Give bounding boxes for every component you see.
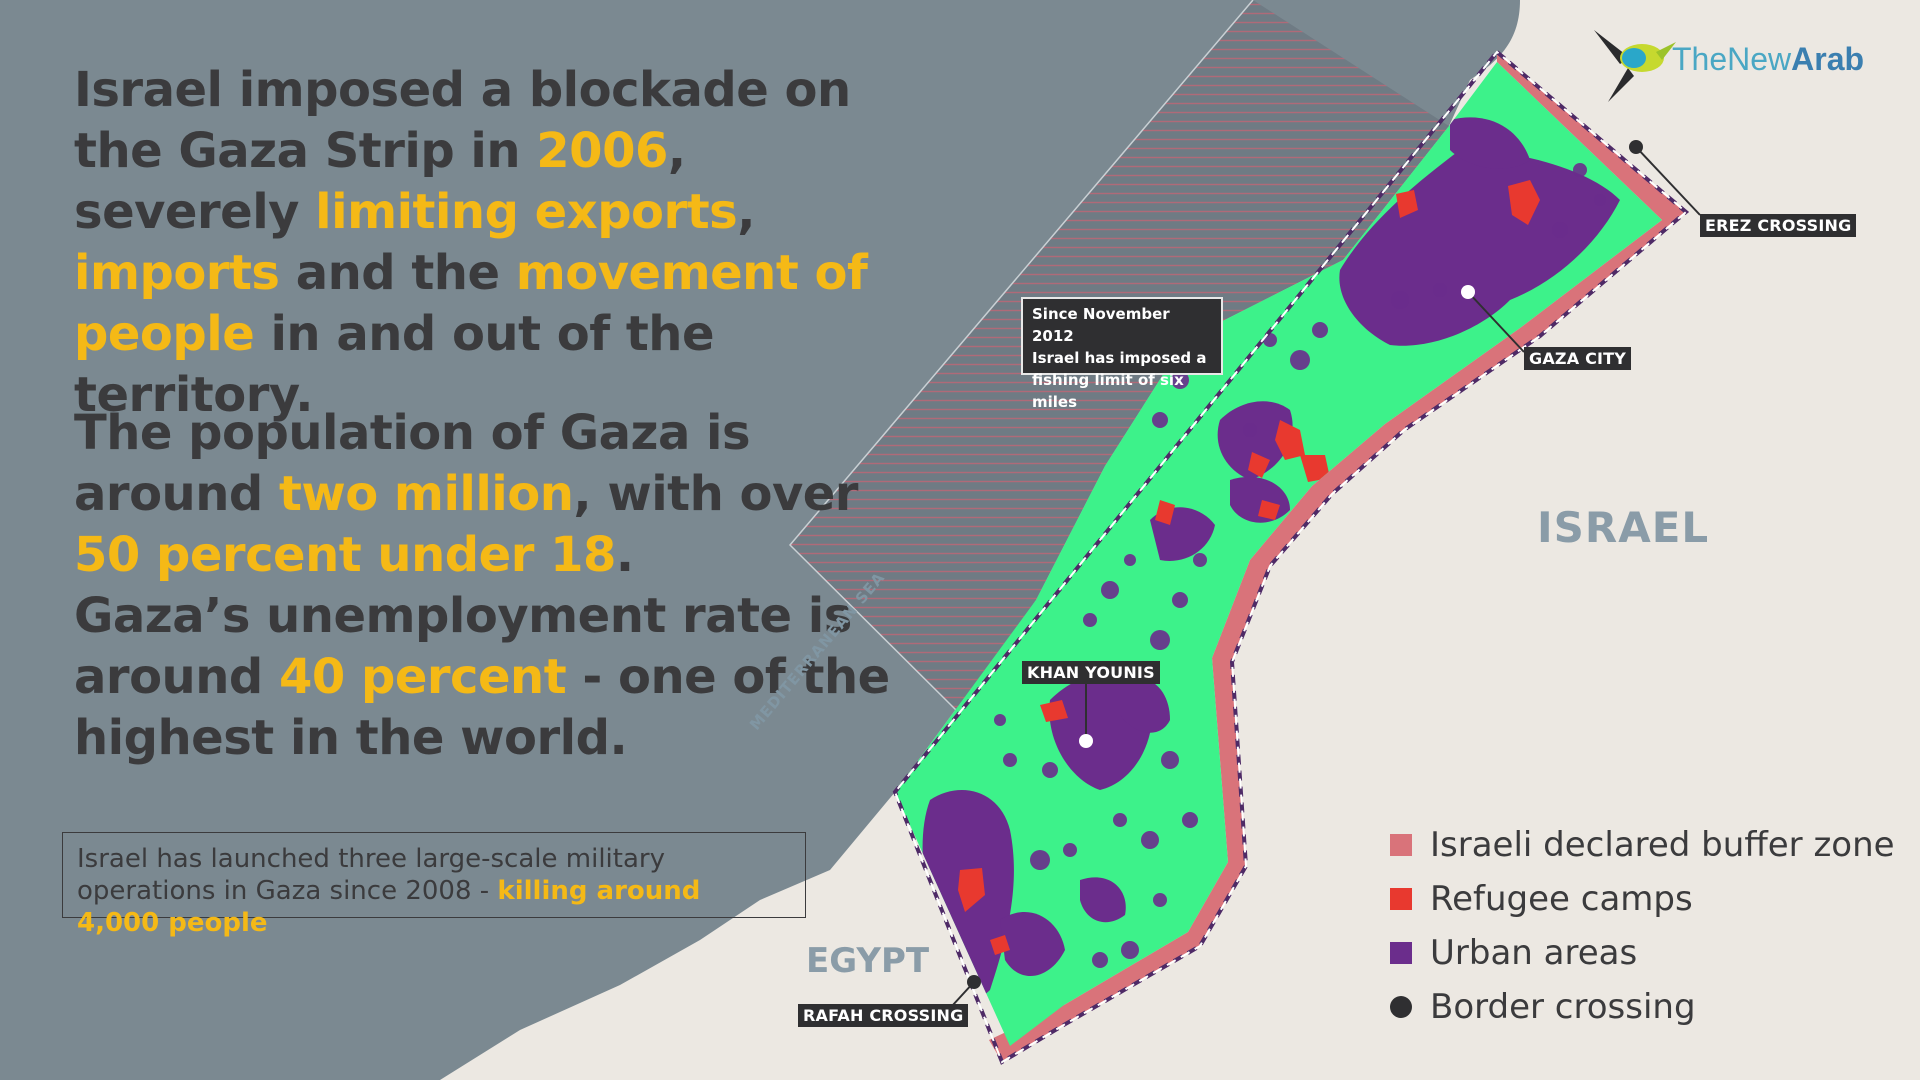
blockade-text-2: , severely <box>74 123 686 240</box>
egypt-label: EGYPT <box>806 941 930 981</box>
legend-label: Border crossing <box>1430 987 1696 1027</box>
blockade-year: 2006 <box>536 123 668 179</box>
legend-label: Urban areas <box>1430 933 1638 973</box>
map-legend: Israeli declared buffer zone Refugee cam… <box>1390 818 1895 1034</box>
legend-urban-areas: Urban areas <box>1390 926 1895 980</box>
fishing-limit-note: Since November 2012 Israel has imposed a… <box>1021 297 1223 411</box>
gaza-city-label: GAZA CITY <box>1524 347 1632 370</box>
the-new-arab-logo: TheNewArab <box>1590 24 1864 104</box>
fishing-note-line-2: Israel has imposed a <box>1032 349 1207 367</box>
legend-label: Refugee camps <box>1430 879 1693 919</box>
movement-highlight: movement of people <box>74 245 868 362</box>
blockade-paragraph: Israel imposed a blockade on the Gaza St… <box>74 60 904 426</box>
khan-younis-dot <box>1079 734 1093 748</box>
blockade-text-5: in and out of the territory. <box>74 306 715 423</box>
legend-refugee-camps: Refugee camps <box>1390 872 1895 926</box>
limiting-exports: limiting exports <box>315 184 738 240</box>
military-operations-box: Israel has launched three large-scale mi… <box>62 832 806 938</box>
blockade-text-1: Israel imposed a blockade on the Gaza St… <box>74 62 851 179</box>
refugee-camps-swatch <box>1390 888 1412 910</box>
blockade-text-4: and the <box>279 245 516 301</box>
under-18-highlight: 50 percent under 18 <box>74 527 616 583</box>
operations-highlight: killing around 4,000 people <box>77 876 701 938</box>
border-crossing-swatch <box>1390 996 1412 1018</box>
legend-label: Israeli declared buffer zone <box>1430 825 1895 865</box>
urban-areas-swatch <box>1390 942 1412 964</box>
population-text-2: , with over <box>573 466 858 522</box>
unemployment-highlight: 40 percent <box>278 649 567 705</box>
imports-highlight: imports <box>74 245 280 301</box>
unemployment-text-1: Gaza’s unemployment rate is around <box>74 588 852 705</box>
fishing-note-line-1: Since November 2012 <box>1032 305 1170 345</box>
unemployment-text-2: - one of the highest in the world. <box>74 649 890 766</box>
erez-crossing-dot <box>1629 140 1643 154</box>
population-paragraph: The population of Gaza is around two mil… <box>74 403 904 769</box>
buffer-zone-swatch <box>1390 834 1412 856</box>
population-highlight: two million <box>278 466 574 522</box>
fishing-note-line-3: fishing limit of six miles <box>1032 371 1184 411</box>
population-text-1: The population of Gaza is around <box>74 405 751 522</box>
khan-younis-label: KHAN YOUNIS <box>1022 661 1160 684</box>
rafah-crossing-label: RAFAH CROSSING <box>798 1004 969 1027</box>
legend-border-crossing: Border crossing <box>1390 980 1895 1034</box>
blockade-text-3: , <box>737 184 755 240</box>
bird-icon <box>1594 30 1676 102</box>
erez-crossing-label: EREZ CROSSING <box>1700 214 1857 237</box>
gaza-city-dot <box>1461 285 1475 299</box>
logo-text-arab: Arab <box>1791 41 1865 77</box>
population-text-3: . <box>615 527 634 583</box>
logo-text-the: The <box>1672 41 1728 77</box>
rafah-crossing-dot <box>967 975 981 989</box>
legend-buffer-zone: Israeli declared buffer zone <box>1390 818 1895 872</box>
logo-text-new: New <box>1727 41 1792 77</box>
refugee-camps <box>958 180 1540 955</box>
israel-label: ISRAEL <box>1537 503 1710 552</box>
operations-text: Israel has launched three large-scale mi… <box>77 844 665 906</box>
